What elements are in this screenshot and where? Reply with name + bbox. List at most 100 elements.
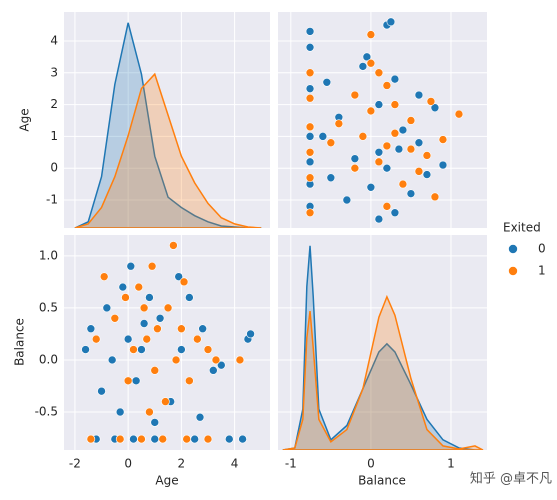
scatter-point: [326, 173, 336, 183]
scatter-point: [430, 192, 440, 202]
scatter-point: [121, 293, 130, 302]
scatter-point: [382, 163, 392, 173]
scatter-point: [305, 132, 315, 141]
scatter-point: [350, 90, 360, 100]
y-tick-label: 3: [50, 65, 58, 79]
legend-marker: [508, 244, 518, 254]
y-tick-label: 2: [50, 97, 58, 111]
scatter-point: [195, 412, 205, 422]
scatter-point: [398, 179, 408, 189]
scatter-point: [426, 97, 436, 106]
scatter-point: [305, 122, 315, 132]
scatter-point: [131, 376, 141, 386]
scatter-point: [305, 173, 315, 183]
scatter-point: [438, 160, 448, 170]
kde-area: [282, 245, 483, 450]
scatter-point: [193, 334, 202, 344]
legend-label: 0: [538, 242, 546, 256]
scatter-point: [438, 135, 448, 144]
scatter-point: [137, 434, 146, 444]
scatter-point: [185, 376, 194, 386]
scatter-point: [322, 78, 332, 87]
scatter-point: [224, 434, 234, 444]
x-axis-label: Balance: [358, 474, 406, 488]
scatter-point: [422, 151, 432, 160]
scatter-point: [177, 345, 186, 354]
scatter-point: [305, 43, 315, 52]
scatter-point: [150, 418, 160, 427]
scatter-point: [126, 261, 136, 271]
scatter-point: [305, 147, 315, 157]
panel: [64, 12, 270, 228]
panel: [278, 12, 487, 228]
scatter-point: [246, 329, 255, 339]
scatter-point: [211, 355, 221, 365]
scatter-point: [81, 345, 90, 354]
x-tick-label: 2: [178, 457, 186, 471]
scatter-point: [342, 195, 352, 205]
scatter-point: [382, 202, 392, 211]
watermark: 知乎 @卓不凡: [470, 471, 552, 487]
scatter-point: [305, 84, 315, 93]
y-axis-label: Balance: [13, 318, 27, 366]
scatter-point: [350, 163, 360, 173]
scatter-point: [216, 360, 226, 370]
scatter-point: [305, 208, 315, 218]
scatter-point: [366, 106, 376, 116]
scatter-point: [422, 170, 432, 179]
scatter-point: [182, 434, 191, 444]
scatter-point: [209, 366, 218, 375]
scatter-point: [390, 100, 400, 109]
scatter-point: [366, 182, 376, 192]
scatter-point: [374, 157, 384, 167]
x-tick-label: 0: [124, 457, 132, 471]
y-tick-label: 1.0: [39, 248, 58, 262]
scatter-point: [118, 282, 128, 292]
scatter-point: [174, 272, 184, 281]
scatter-point: [203, 434, 213, 444]
scatter-point: [145, 407, 154, 417]
legend-label: 1: [538, 264, 546, 278]
scatter-point: [155, 313, 165, 323]
legend-title: Exited: [503, 221, 541, 235]
scatter-point: [129, 434, 138, 444]
scatter-point: [129, 345, 138, 354]
scatter-point: [115, 434, 125, 444]
scatter-point: [406, 144, 416, 154]
scatter-point: [171, 355, 181, 365]
x-axis-label: Age: [155, 474, 178, 488]
scatter-point: [139, 319, 149, 328]
x-tick-label: -2: [69, 457, 81, 471]
scatter-point: [406, 116, 416, 125]
y-axis-label: Age: [18, 108, 32, 131]
scatter-point: [390, 208, 400, 218]
scatter-point: [334, 119, 344, 128]
scatter-point: [366, 30, 376, 39]
scatter-point: [366, 58, 376, 68]
scatter-point: [305, 157, 315, 167]
scatter-point: [318, 132, 328, 141]
scatter-point: [137, 345, 146, 354]
scatter-point: [190, 434, 199, 444]
kde-area: [282, 294, 484, 450]
scatter-point: [91, 334, 101, 344]
scatter-point: [185, 293, 194, 302]
y-tick-label: 4: [50, 33, 58, 47]
scatter-point: [203, 345, 213, 354]
scatter-point: [145, 293, 154, 302]
scatter-point: [382, 141, 392, 151]
scatter-point: [374, 147, 384, 157]
scatter-point: [139, 303, 149, 313]
panel: [64, 235, 270, 450]
scatter-point: [238, 434, 247, 444]
x-tick-label: 4: [231, 457, 239, 471]
scatter-point: [305, 27, 315, 36]
scatter-point: [386, 17, 396, 27]
scatter-point: [97, 386, 106, 396]
scatter-point: [414, 138, 424, 148]
scatter-point: [161, 397, 170, 406]
scatter-point: [414, 167, 424, 176]
y-tick-label: 0.5: [39, 300, 58, 314]
kde-area: [74, 72, 262, 228]
scatter-point: [169, 241, 178, 250]
